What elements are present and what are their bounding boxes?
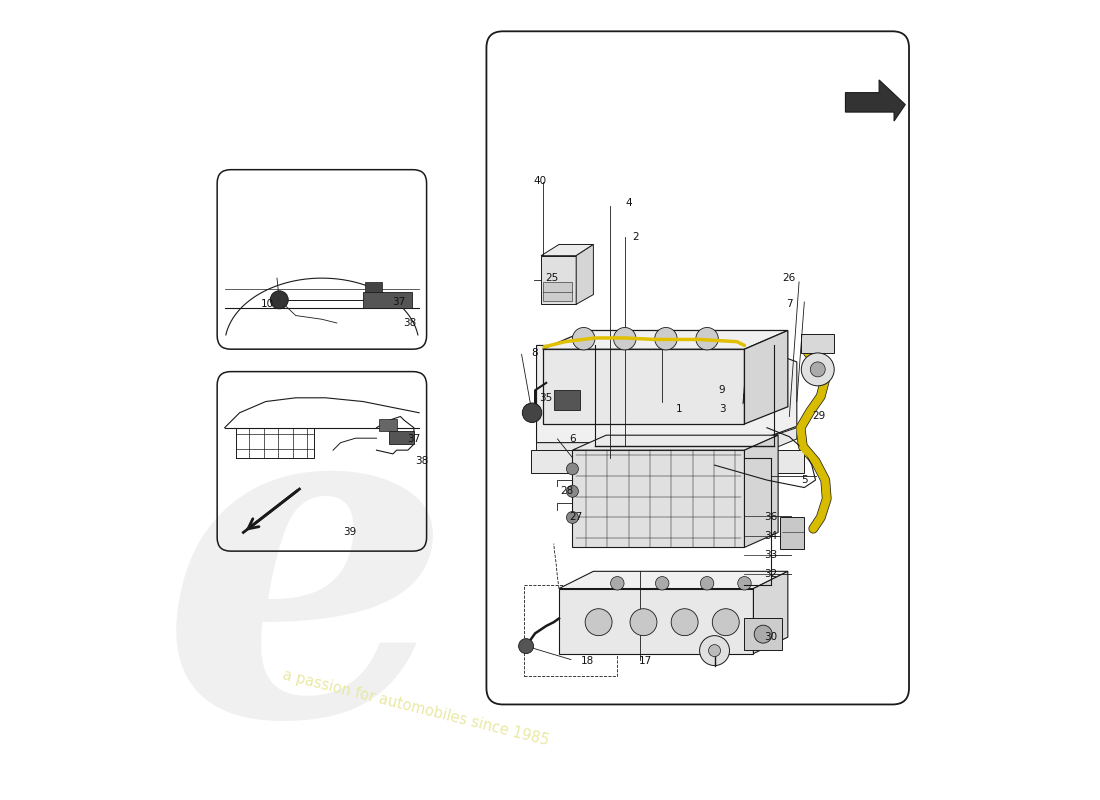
Polygon shape (537, 428, 796, 458)
Circle shape (708, 645, 720, 657)
Text: 33: 33 (764, 550, 778, 560)
Text: 37: 37 (407, 434, 420, 444)
Text: 17: 17 (639, 656, 652, 666)
Text: 37: 37 (393, 297, 406, 307)
Text: 40: 40 (534, 176, 547, 186)
Text: 3: 3 (718, 404, 725, 414)
Text: 39: 39 (343, 527, 356, 538)
Circle shape (671, 609, 698, 636)
Polygon shape (572, 435, 778, 450)
Polygon shape (559, 589, 754, 654)
Circle shape (738, 577, 751, 590)
Polygon shape (745, 618, 782, 650)
Circle shape (696, 327, 718, 350)
Polygon shape (543, 282, 572, 301)
Text: 9: 9 (718, 386, 725, 395)
Text: 34: 34 (764, 531, 778, 541)
Circle shape (614, 327, 636, 350)
Text: 5: 5 (801, 475, 807, 485)
Text: 10: 10 (261, 299, 274, 310)
Polygon shape (846, 80, 905, 121)
Text: 38: 38 (403, 318, 416, 328)
Polygon shape (541, 245, 593, 256)
Text: 1: 1 (675, 404, 682, 414)
Circle shape (585, 609, 612, 636)
Text: 25: 25 (546, 273, 559, 283)
Circle shape (566, 511, 579, 523)
Polygon shape (365, 282, 382, 291)
Polygon shape (572, 450, 745, 547)
Polygon shape (542, 330, 788, 349)
Text: 7: 7 (786, 299, 793, 310)
Text: 28: 28 (560, 486, 573, 496)
Circle shape (701, 577, 714, 590)
Polygon shape (389, 431, 414, 444)
Text: 8: 8 (531, 348, 538, 358)
Circle shape (518, 638, 534, 654)
Polygon shape (754, 571, 788, 654)
Polygon shape (801, 334, 834, 353)
Polygon shape (576, 245, 593, 304)
Circle shape (801, 353, 834, 386)
Text: 36: 36 (764, 513, 778, 522)
Polygon shape (363, 291, 411, 308)
Text: 30: 30 (764, 632, 778, 642)
Circle shape (572, 327, 595, 350)
Polygon shape (745, 330, 788, 424)
Text: 27: 27 (570, 513, 583, 522)
Circle shape (755, 625, 772, 643)
Text: 35: 35 (540, 393, 553, 402)
Polygon shape (780, 518, 804, 549)
Circle shape (811, 362, 825, 377)
Text: 38: 38 (415, 456, 428, 466)
Polygon shape (537, 346, 796, 442)
Circle shape (713, 609, 739, 636)
Polygon shape (531, 450, 804, 473)
Circle shape (654, 327, 678, 350)
Circle shape (630, 609, 657, 636)
Text: 4: 4 (625, 198, 631, 208)
Text: 29: 29 (813, 411, 826, 422)
Polygon shape (541, 256, 576, 304)
Circle shape (700, 636, 729, 666)
Text: 2: 2 (632, 232, 639, 242)
Polygon shape (559, 571, 788, 589)
Text: 6: 6 (569, 434, 575, 444)
Text: 18: 18 (581, 656, 594, 666)
Polygon shape (542, 349, 745, 424)
Circle shape (271, 291, 288, 309)
Circle shape (522, 403, 542, 422)
Circle shape (610, 577, 624, 590)
Text: 32: 32 (764, 569, 778, 578)
Polygon shape (553, 390, 580, 410)
Circle shape (656, 577, 669, 590)
Circle shape (566, 463, 579, 475)
Polygon shape (379, 418, 397, 431)
Text: 26: 26 (783, 273, 796, 283)
Circle shape (566, 486, 579, 498)
Polygon shape (745, 435, 778, 547)
Text: a passion for automobiles since 1985: a passion for automobiles since 1985 (280, 668, 550, 749)
Text: e: e (161, 366, 453, 800)
